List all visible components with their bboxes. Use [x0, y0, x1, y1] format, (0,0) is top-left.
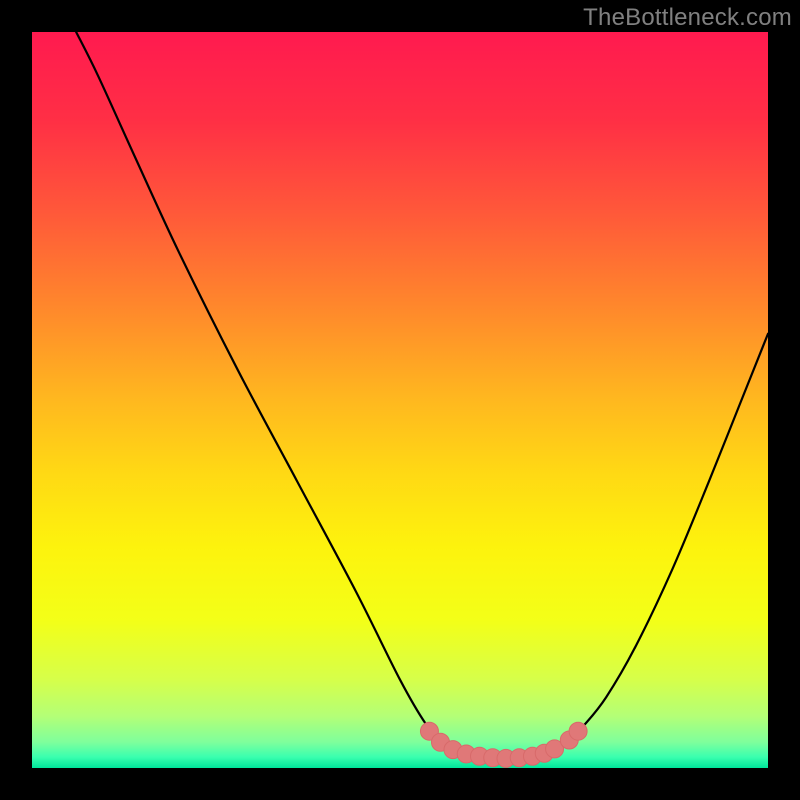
chart-svg: [0, 0, 800, 800]
watermark-text: TheBottleneck.com: [583, 4, 792, 32]
chart-stage: TheBottleneck.com: [0, 0, 800, 800]
marker-dot: [569, 722, 587, 740]
gradient-plot-area: [32, 32, 768, 768]
